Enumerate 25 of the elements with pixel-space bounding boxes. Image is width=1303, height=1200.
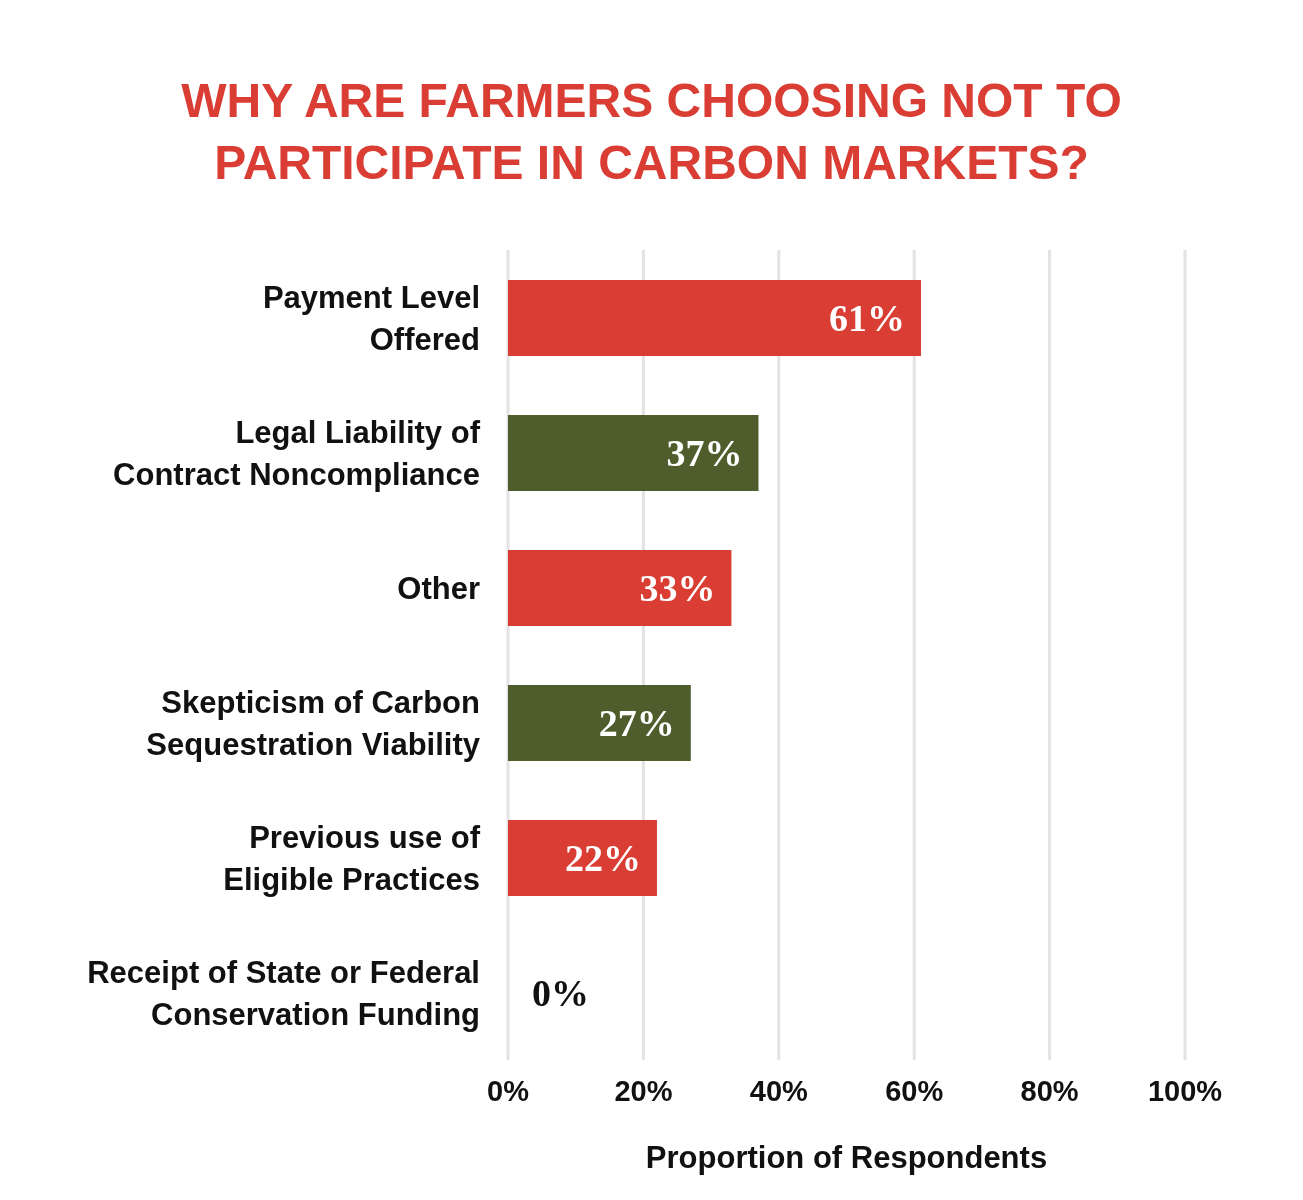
y-tick-label: Skepticism of Carbon Sequestration Viability — [146, 684, 481, 761]
x-tick-label: 100% — [1147, 1074, 1223, 1107]
x-tick-label: 0% — [487, 1074, 530, 1107]
x-tick-label: 80% — [1020, 1074, 1079, 1107]
y-tick-label: Receipt of State or Federal Conservation Funding — [87, 954, 480, 1031]
data-label: 22% — [564, 837, 641, 879]
data-label: 37% — [666, 432, 743, 474]
x-tick-label: 40% — [749, 1074, 809, 1107]
bar — [508, 550, 732, 626]
bar — [508, 685, 691, 761]
x-axis-title: Proportion of Respondents — [645, 1140, 1048, 1175]
bar — [508, 820, 657, 896]
data-label: 61% — [828, 297, 905, 339]
bar — [508, 280, 921, 356]
data-label: 27% — [598, 702, 675, 744]
x-tick-label: 60% — [885, 1074, 944, 1107]
chart-title: WHY ARE FARMERS CHOOSING NOT TO PARTICIPATE IN CARBON MARKETS? — [180, 73, 1123, 191]
x-tick-label: 20% — [614, 1074, 673, 1107]
y-tick-label: Payment Level Offered — [262, 279, 480, 356]
data-label: 0% — [532, 972, 589, 1014]
data-label: 33% — [639, 567, 716, 609]
y-tick-label: Legal Liability of Contract Noncompliance — [113, 414, 481, 491]
bar — [508, 415, 759, 491]
y-tick-label: Previous use of Eligible Practices — [223, 819, 481, 896]
y-tick-label: Other — [397, 570, 480, 605]
